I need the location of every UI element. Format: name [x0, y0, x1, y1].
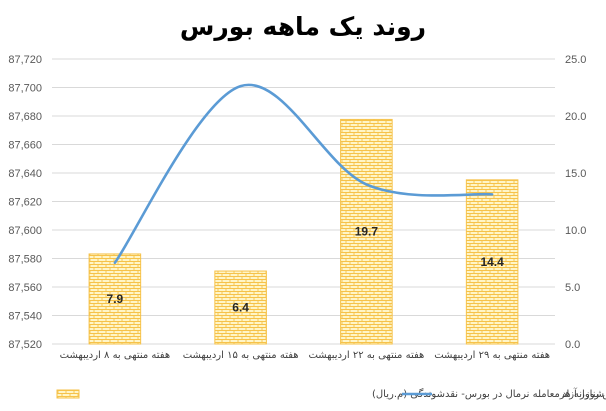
bar [465, 179, 519, 345]
bar-data-label: 7.9 [107, 292, 124, 306]
category-label: هفته منتهی به ۲۹ اردیبهشت [434, 350, 550, 361]
left-axis-tick: 87,600 [8, 225, 42, 237]
left-axis-tick: 87,580 [8, 254, 42, 266]
line-series [113, 83, 494, 265]
legend: متوسط ارزش روزانه هرمعامله نرمال در بورس… [56, 387, 606, 400]
left-axis-tick: 87,700 [8, 83, 42, 95]
left-axis-tick: 87,640 [8, 168, 42, 180]
right-axis-tick: 15.0 [565, 168, 586, 180]
right-axis-tick: 20.0 [565, 111, 586, 123]
right-axis-tick: 0.0 [565, 339, 580, 351]
bar-data-label: 14.4 [480, 255, 504, 269]
bar [88, 253, 142, 345]
data-labels: 7.9 6.4 19.7 14.4 [107, 225, 505, 315]
right-axis-tick: 10.0 [565, 225, 586, 237]
legend-bar-swatch [56, 389, 80, 399]
left-axis-tick: 87,680 [8, 111, 42, 123]
left-axis-tick: 87,720 [8, 54, 42, 66]
axes: 87,520 87,540 87,560 87,580 87,600 87,620 87,6… [8, 54, 586, 361]
left-axis-tick: 87,540 [8, 311, 42, 323]
left-axis-tick: 87,560 [8, 282, 42, 294]
left-axis-tick: 87,660 [8, 140, 42, 152]
bar [214, 270, 267, 345]
chart-title: روند یک ماهه بورس [180, 12, 426, 42]
bar-data-label: 6.4 [232, 301, 249, 315]
category-label: هفته منتهی به ۸ اردیبهشت [60, 350, 171, 361]
right-axis-tick: 25.0 [565, 54, 586, 66]
legend-line-label: شاخص شناور آزاد [562, 387, 606, 400]
legend-bar-label: متوسط ارزش روزانه هرمعامله نرمال در بورس… [372, 388, 606, 400]
left-axis-tick: 87,520 [8, 339, 42, 351]
category-label: هفته منتهی به ۱۵ اردیبهشت [183, 350, 299, 361]
right-axis-tick: 5.0 [565, 282, 580, 294]
left-axis-tick: 87,620 [8, 197, 42, 209]
bar [340, 118, 393, 345]
category-label: هفته منتهی به ۲۲ اردیبهشت [308, 350, 424, 361]
bar-series [88, 118, 519, 345]
bar-data-label: 19.7 [355, 225, 379, 239]
line-series-path [113, 83, 494, 265]
